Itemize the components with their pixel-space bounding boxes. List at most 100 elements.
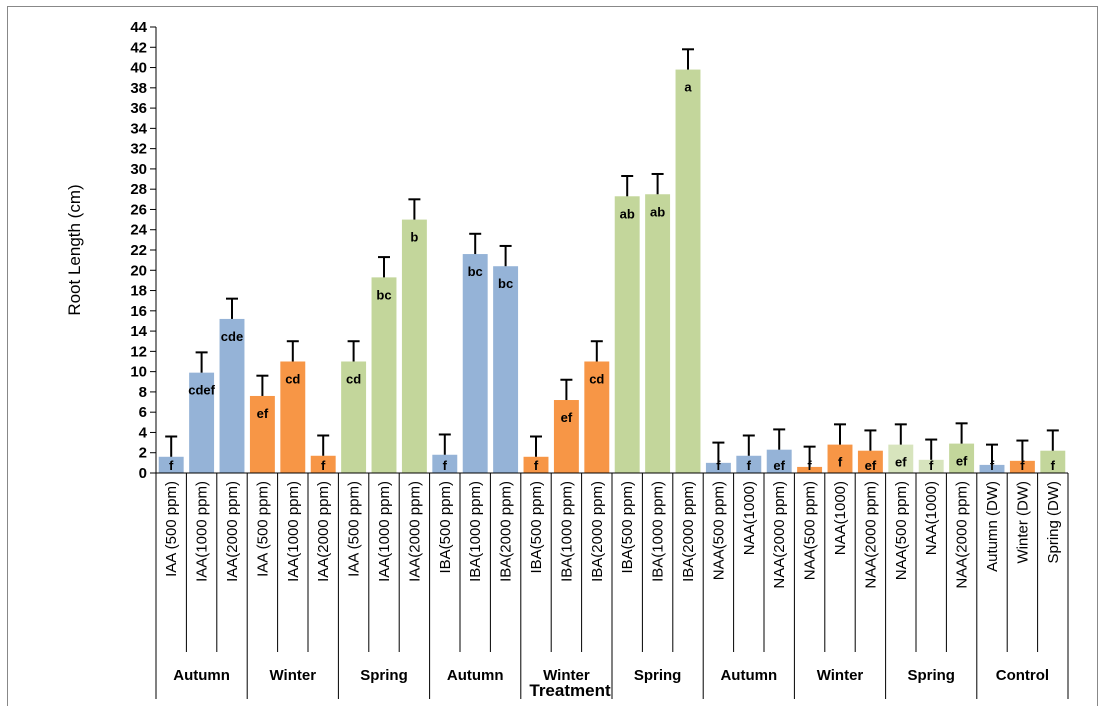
group-label: Autumn [720,667,777,684]
bar [676,70,701,473]
significance-letter: ab [620,206,635,221]
bars-layer [159,70,1066,473]
y-tick-label: 0 [139,465,147,482]
significance-letter: f [1020,458,1025,473]
category-label: Winter (DW) [1014,481,1031,564]
y-tick-label: 26 [130,201,147,218]
group-label: Control [996,667,1049,684]
category-label: NAA(2000 ppm) [954,481,971,589]
group-label: Winter [817,667,864,684]
y-tick-label: 6 [139,404,147,421]
category-label: IAA(1000 ppm) [194,481,211,582]
bar [402,220,427,473]
significance-letter: ef [257,406,269,421]
category-label: IAA(1000 ppm) [376,481,393,582]
significance-letter: cd [346,372,361,387]
y-tick-label: 10 [130,364,147,381]
category-label: NAA(1000) [923,481,940,555]
significance-letter: f [716,458,721,473]
category-label: IBA(2000 ppm) [680,481,697,582]
category-label: IBA(1000 ppm) [558,481,575,582]
category-label: NAA(2000 ppm) [862,481,879,589]
y-tick-label: 28 [130,181,147,198]
significance-letter: f [747,458,752,473]
category-label: IBA(500 ppm) [437,481,454,574]
group-labels-layer: Autumn Winter Spring Autumn Winter Spring Autu… [173,667,1049,684]
significance-letter: cd [589,372,604,387]
category-label: IBA(500 ppm) [528,481,545,574]
category-label: IBA(2000 ppm) [589,481,606,582]
category-label: NAA(1000) [741,481,758,555]
y-tick-label: 2 [139,445,147,462]
y-tick-label: 44 [130,19,147,36]
bar [645,194,670,473]
y-tick-label: 34 [130,120,147,137]
category-label: IBA(500 ppm) [619,481,636,574]
y-tick-label: 38 [130,80,147,97]
bar [372,277,397,473]
significance-letter: bc [376,287,391,302]
significance-letter: f [321,458,326,473]
group-label: Spring [360,667,408,684]
category-label: NAA(500 ppm) [710,481,727,580]
significance-letter: cd [285,372,300,387]
category-label: IAA(2000 ppm) [224,481,241,582]
y-tick-label: 14 [130,323,147,340]
category-label: Spring (DW) [1045,481,1062,564]
group-label: Autumn [447,667,504,684]
significance-letter: f [838,455,843,470]
y-tick-label: 22 [130,242,147,259]
significance-letter: ef [773,458,785,473]
group-label: Spring [907,667,955,684]
y-tick-label: 12 [130,343,147,360]
y-axis-title: Root Length (cm) [65,184,84,315]
significance-letter: ab [650,204,665,219]
category-label: IAA(1000 ppm) [285,481,302,582]
y-tick-label: 36 [130,100,147,117]
significance-letter: cde [221,329,243,344]
y-tick-label: 24 [130,222,147,239]
category-label: IBA(1000 ppm) [467,481,484,582]
y-tick-label: 18 [130,283,147,300]
category-label: IAA (500 ppm) [346,481,363,577]
significance-letter: f [534,458,539,473]
category-label: Autumn (DW) [984,481,1001,572]
x-axis-title: Treatment [529,681,611,700]
significance-letter: b [410,230,418,245]
category-label: NAA(500 ppm) [802,481,819,580]
category-label: IAA (500 ppm) [254,481,271,577]
significance-letter: ef [895,455,907,470]
significance-letter: f [929,458,934,473]
category-label: NAA(1000) [832,481,849,555]
group-label: Winter [270,667,317,684]
significance-letter: bc [468,264,483,279]
y-axis-ticks: 0246810121416182022242628303234363840424… [130,19,156,482]
significance-letter: f [169,458,174,473]
y-tick-label: 4 [139,424,148,441]
y-tick-label: 40 [130,60,147,77]
significance-letter: f [1051,458,1056,473]
bar [615,196,640,473]
significance-letter: ef [561,410,573,425]
significance-letter: cdef [188,383,215,398]
chart-frame: 0 2 4 6 8 10 12 14 16 18 20 22 24 26 28 30 32 34 36 38 40 42 4… [7,6,1098,706]
group-label: Spring [634,667,682,684]
y-tick-label: 20 [130,262,147,279]
category-label: NAA(2000 ppm) [771,481,788,589]
category-label: IAA(2000 ppm) [406,481,423,582]
bar [493,266,518,473]
group-label: Autumn [173,667,230,684]
y-tick-label: 30 [130,161,147,178]
category-label: IAA(2000 ppm) [315,481,332,582]
significance-letter: ef [956,454,968,469]
y-tick-label: 32 [130,141,147,158]
category-label: IBA(2000 ppm) [498,481,515,582]
category-label: NAA(500 ppm) [893,481,910,580]
significance-letter: f [807,458,812,473]
bar [463,254,488,473]
significance-letter: f [443,458,448,473]
y-tick-label: 42 [130,39,147,56]
significance-letter: bc [498,276,513,291]
y-tick-label: 8 [139,384,147,401]
significance-letter: f [990,458,995,473]
